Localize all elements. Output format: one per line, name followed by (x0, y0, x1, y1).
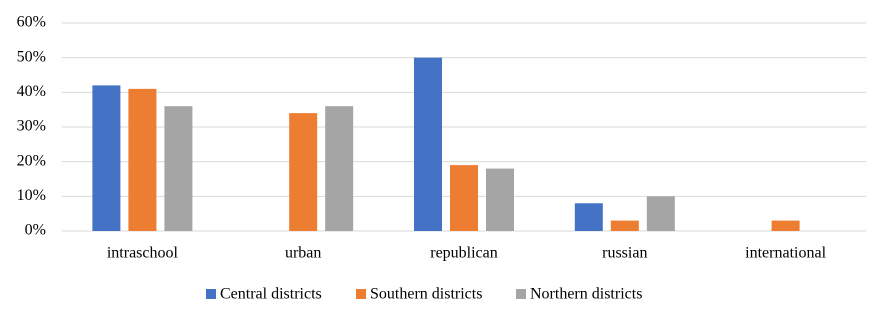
x-tick-label: russian (602, 245, 647, 262)
x-tick-label: international (745, 245, 826, 262)
bar (289, 113, 318, 231)
x-tick-label: republican (430, 245, 498, 262)
y-tick-label: 10% (17, 187, 46, 204)
legend-swatch (206, 289, 216, 299)
bar (128, 88, 157, 231)
y-tick-label: 0% (25, 222, 46, 239)
bar (164, 106, 193, 231)
legend-label: Northern districts (530, 286, 642, 303)
y-tick-label: 50% (17, 48, 46, 65)
bar (646, 196, 675, 231)
legend-swatch (356, 289, 366, 299)
bar (92, 85, 121, 232)
bar (486, 168, 514, 231)
y-tick-label: 60% (17, 14, 46, 31)
y-tick-label: 30% (17, 118, 46, 135)
bar (574, 203, 603, 231)
legend-swatch (516, 289, 526, 299)
bar (325, 106, 354, 231)
x-tick-label: urban (285, 245, 321, 262)
bar (414, 57, 442, 231)
bar (610, 220, 639, 231)
bar (450, 165, 478, 231)
y-tick-label: 40% (17, 83, 46, 100)
x-tick-label: intraschool (107, 245, 179, 262)
legend-label: Southern districts (370, 286, 482, 303)
bar (771, 220, 800, 231)
y-tick-label: 20% (17, 152, 46, 169)
legend-label: Central districts (220, 286, 322, 303)
